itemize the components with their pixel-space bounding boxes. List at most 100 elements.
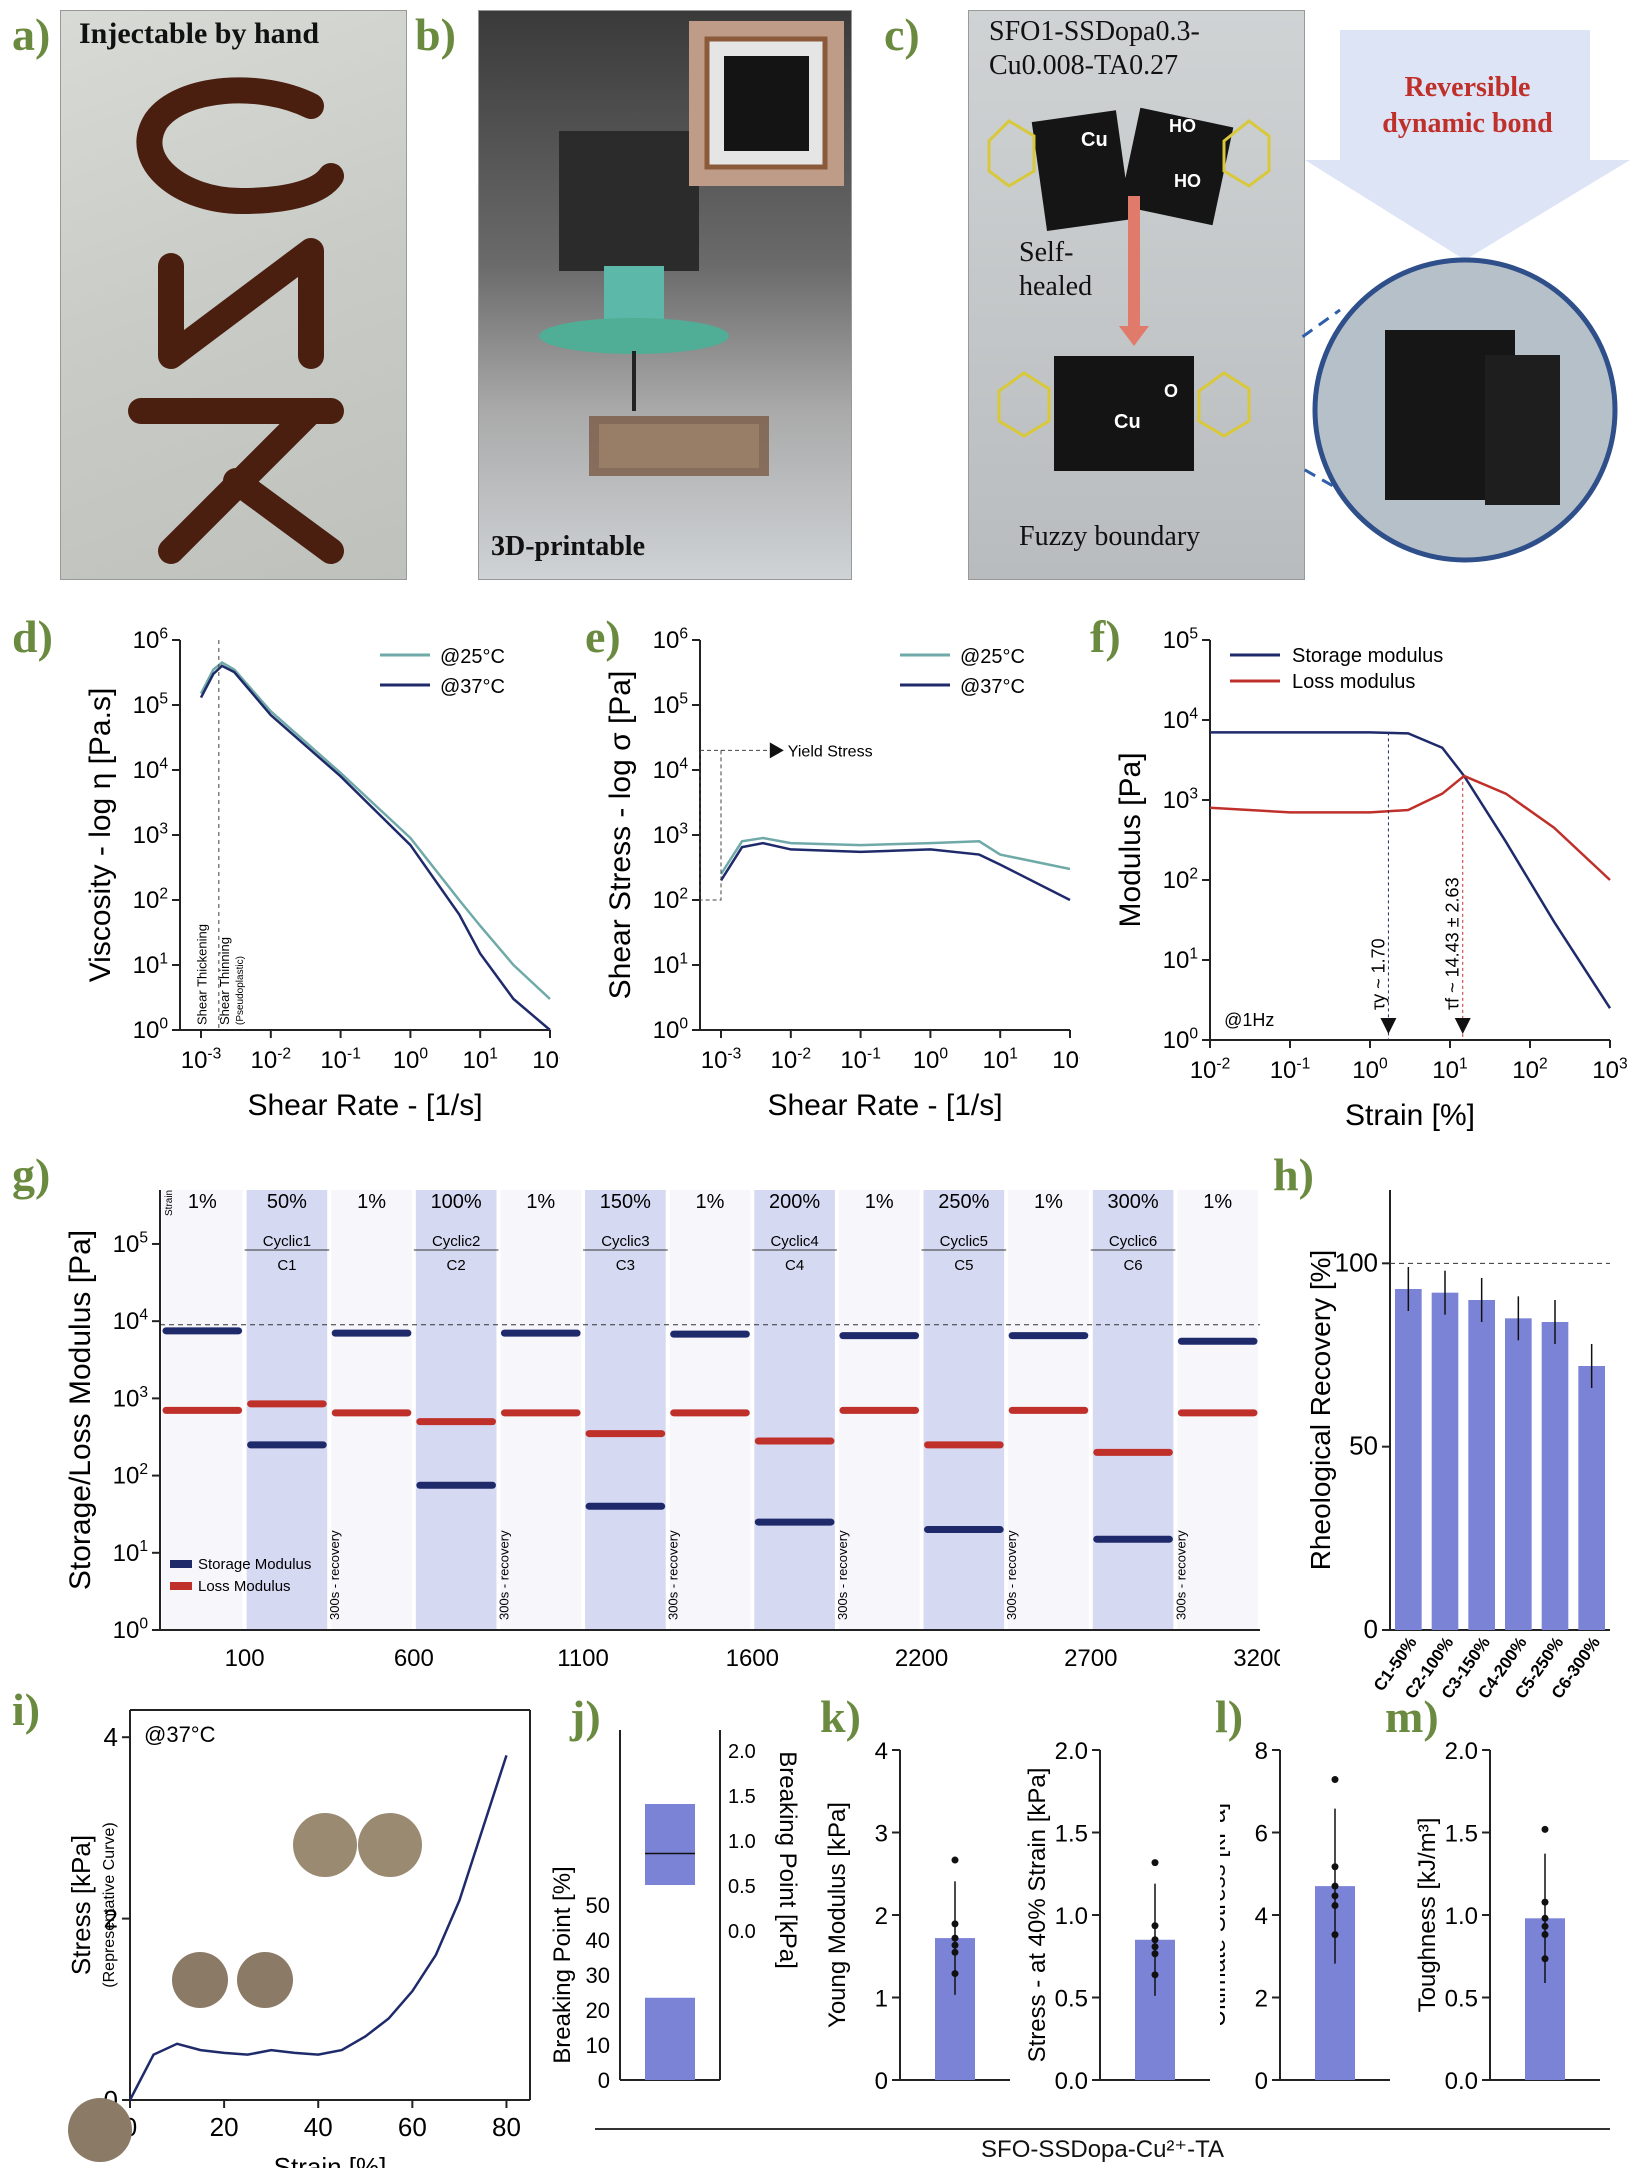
annotation: Shear Thickening [195, 924, 210, 1025]
bar [1541, 1322, 1569, 1630]
photo-c: SFO1-SSDopa0.3- Cu0.008-TA0.27 Self- hea… [968, 10, 1305, 580]
y-tick-label: 102 [1163, 865, 1198, 894]
y-tick-label: 0.5 [1055, 1986, 1088, 2013]
y-tick-label-right: 1.5 [728, 1786, 756, 1808]
annotation: Yield Stress [788, 743, 873, 760]
y-tick-label: 50 [1349, 1431, 1378, 1461]
legend-label: Loss modulus [1292, 671, 1415, 693]
y-tick-label: 104 [133, 755, 169, 784]
cycle-code: C3 [616, 1257, 635, 1274]
y-axis-label: Storage/Loss Modulus [Pa] [64, 1230, 97, 1590]
data-point [951, 1941, 959, 1949]
photo-inset [293, 1813, 357, 1877]
data-point [1151, 1943, 1159, 1951]
x-tick-label: 102 [1512, 1055, 1547, 1084]
segment-label: 1% [865, 1191, 894, 1213]
x-axis-label: Shear Rate - [1/s] [767, 1089, 1002, 1122]
segment-label: 1% [1203, 1191, 1232, 1213]
y-tick-label: 1.0 [1445, 1903, 1478, 1930]
y-tick-label: 4 [104, 1722, 118, 1752]
x-tick-label: 10-1 [320, 1045, 361, 1074]
y-tick-label: 20 [586, 1998, 610, 2023]
cycle-code: C2 [447, 1257, 466, 1274]
chart-e-shear-stress: 100 101 102 103 104 105 106 10-3 10-2 10-1 100 101 1… [604, 625, 1080, 1122]
reversible-line1: Reversible [1404, 72, 1531, 103]
series-line [128, 1754, 508, 2101]
data-point [1541, 1825, 1549, 1833]
y-tick-label: 10 [586, 2033, 610, 2058]
y-tick-label-right: 0.5 [728, 1876, 756, 1898]
cycle-code: C1 [277, 1257, 296, 1274]
bar [1578, 1366, 1605, 1630]
y-tick-label: 1 [875, 1986, 888, 2013]
recovery-label: 300s - recovery [1004, 1530, 1019, 1620]
segment-label: 250% [938, 1191, 989, 1213]
panel-label-c: c) [884, 9, 920, 60]
x-tick-label: 20 [210, 2112, 239, 2142]
y-axis-label: Viscosity - log η [Pa.s] [84, 688, 117, 983]
bar [1505, 1318, 1532, 1630]
y-tick-label: 4 [1255, 1903, 1268, 1930]
annotation: Shear Thinning [217, 937, 232, 1025]
data-point [1151, 1922, 1159, 1930]
footer-line [595, 2128, 1610, 2130]
legend-label: Loss Modulus [198, 1578, 291, 1595]
reversible-bond-callout [1300, 30, 1630, 563]
recovery-label: 300s - recovery [1173, 1530, 1188, 1620]
y-axis-label: Stress - at 40% Strain [kPa] [1024, 1768, 1051, 2063]
y-tick-label-right: 0.0 [728, 1921, 756, 1943]
reversible-line2: dynamic bond [1382, 108, 1553, 139]
data-point [951, 1934, 959, 1942]
y-tick-label: 104 [653, 755, 689, 784]
caption-b: 3D-printable [491, 531, 645, 562]
bar [645, 1804, 695, 1885]
x-tick-label: 10-2 [1190, 1055, 1231, 1084]
y-tick-label: 105 [113, 1229, 149, 1258]
c-cu-bottom: Cu [1114, 411, 1141, 433]
yield-arrow [769, 742, 784, 759]
bar [1468, 1300, 1495, 1630]
y-tick-label: 101 [113, 1538, 148, 1567]
chart-j-breaking-point: 0 10 20 30 40 50 0.0 0.5 1.0 1.5 2.0 Breaking Point… [550, 1730, 800, 2093]
chart-f-modulus: 100 101 102 103 104 105 10-2 10-1 100 101 102 103 St… [1114, 625, 1628, 1132]
c-selfhealed-line1: Self- [1019, 237, 1074, 268]
segment-label: 300% [1107, 1191, 1158, 1213]
y-tick-label: 2.0 [1055, 1738, 1088, 1765]
y-axis-label: Young Modulus [kPa] [824, 1802, 851, 2028]
recovery-label: 300s - recovery [666, 1530, 681, 1620]
annotation: @1Hz [1224, 1010, 1274, 1030]
annotation: τy ~ 1.70 [1368, 938, 1388, 1010]
data-point [951, 1856, 959, 1864]
y-tick-label: 1.5 [1055, 1821, 1088, 1848]
panel-label-i: i) [12, 1684, 41, 1735]
y-tick-label: 103 [133, 820, 168, 849]
y-tick-label: 102 [653, 885, 688, 914]
y-tick-label: 106 [653, 625, 688, 654]
legend-label: @37°C [440, 676, 505, 698]
caption-a: Injectable by hand [79, 17, 320, 50]
chart-m-toughness: 0.0 0.5 1.0 1.5 2.0 Toughness [kJ/m³] [1414, 1738, 1600, 2095]
c-ho-1: HO [1169, 116, 1196, 136]
annotation: @37°C [144, 1722, 216, 1747]
y-tick-label: 102 [113, 1461, 148, 1490]
chart-k-young-modulus: 0 1 2 3 4 Young Modulus [kPa] [824, 1738, 1010, 2095]
x-tick-label: 10-2 [771, 1045, 812, 1074]
segment-label: 1% [357, 1191, 386, 1213]
y-tick-label: 50 [586, 1893, 610, 1918]
y-tick-label: 2 [104, 1904, 118, 1934]
data-point [1331, 1775, 1339, 1783]
panel-label-g: g) [12, 1149, 51, 1200]
c-o-label: O [1164, 381, 1179, 401]
x-tick-label: 80 [492, 2112, 521, 2142]
y-tick-label: 3 [875, 1821, 888, 1848]
segment-band [246, 1190, 328, 1630]
y-tick-label: 105 [133, 690, 169, 719]
y-tick-label: 0.0 [1445, 2068, 1478, 2095]
y-tick-label: 100 [113, 1615, 149, 1644]
series-line [199, 664, 551, 1031]
annotation: τf ~ 14.43 ± 2.63 [1443, 877, 1463, 1010]
series-line [1210, 731, 1612, 1009]
cycle-label: Cyclic1 [263, 1233, 311, 1250]
photo-b: 3D-printable [478, 10, 852, 580]
x-tick-label: 2200 [895, 1645, 948, 1672]
